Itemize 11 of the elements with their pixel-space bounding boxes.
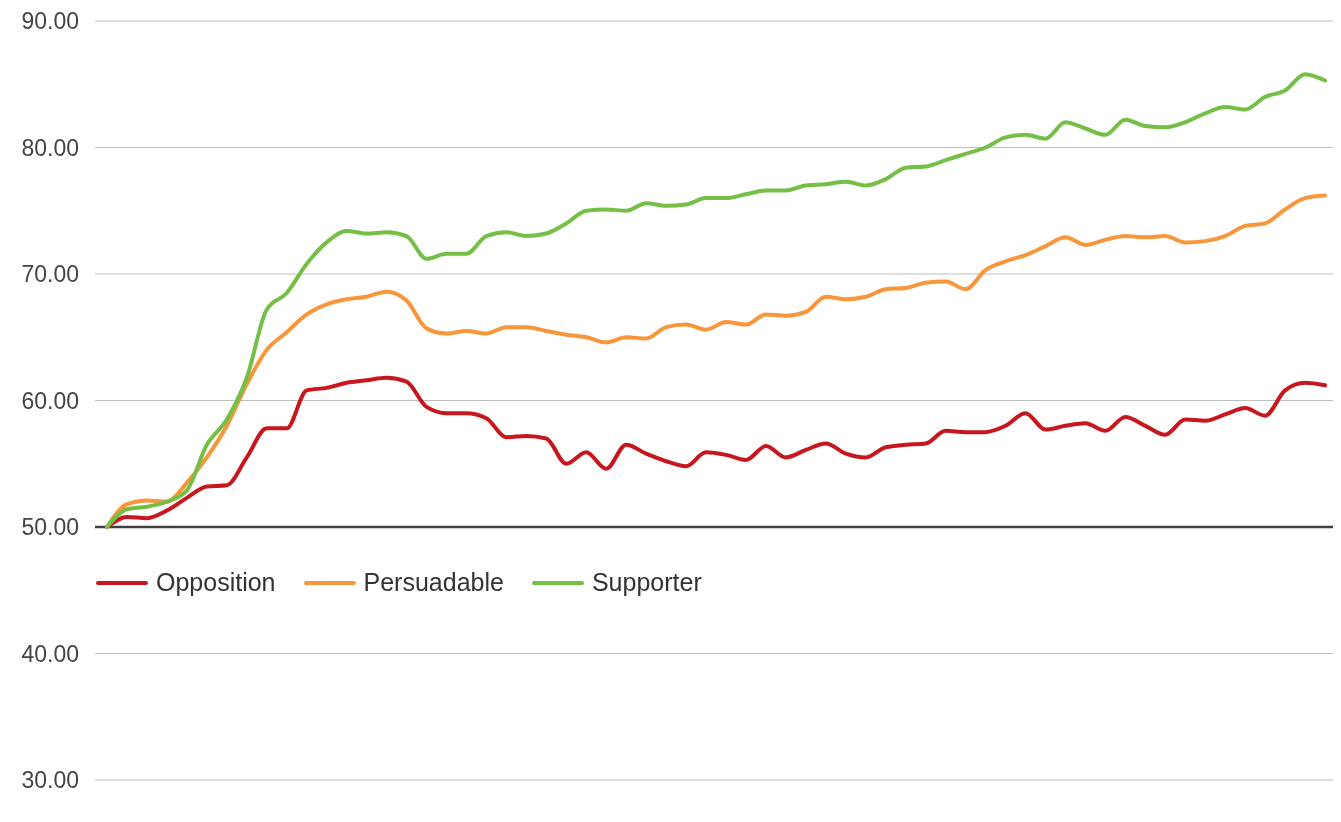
y-tick-label: 50.00	[21, 514, 79, 541]
legend-label: Supporter	[591, 568, 702, 597]
y-tick-label: 90.00	[21, 8, 79, 35]
legend-label: Persuadable	[363, 568, 504, 597]
line-series	[105, 72, 1327, 529]
y-tick-label: 40.00	[21, 640, 79, 667]
y-tick-label: 30.00	[21, 767, 79, 794]
legend-label: Opposition	[156, 568, 276, 597]
y-tick-label: 70.00	[21, 261, 79, 288]
y-tick-label: 60.00	[21, 387, 79, 414]
y-tick-label: 80.00	[21, 134, 79, 161]
